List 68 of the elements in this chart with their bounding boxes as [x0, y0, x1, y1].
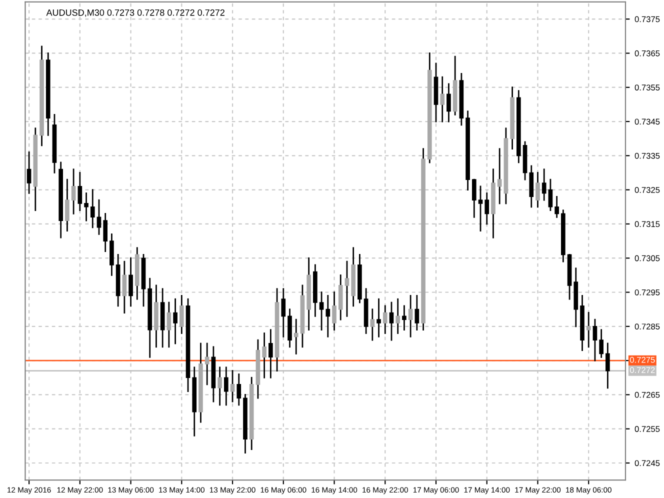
- candlestick: [179, 294, 184, 334]
- candlestick: [586, 312, 591, 348]
- candlestick: [408, 294, 413, 338]
- ref-line-label: 0.7272: [630, 367, 655, 374]
- y-tick-label: 0.7345: [634, 118, 660, 125]
- candlestick: [90, 189, 95, 228]
- y-tick-label: 0.7325: [634, 187, 660, 193]
- ref-line-label: 0.7275: [630, 356, 655, 363]
- candlestick: [262, 332, 266, 378]
- y-tick-label: 0.7365: [634, 50, 660, 56]
- y-tick-label: 0.7305: [634, 255, 660, 262]
- y-tick-label: 0.7355: [634, 84, 660, 90]
- candlestick: [78, 172, 82, 211]
- y-tick-label: 0.7265: [634, 392, 660, 398]
- candlestick: [446, 83, 451, 122]
- candlestick: [173, 298, 178, 344]
- candlestick: [344, 260, 350, 317]
- candlestick: [26, 152, 32, 194]
- candlestick: [536, 172, 540, 208]
- candlestick: [599, 329, 604, 358]
- candlestick: [288, 308, 292, 348]
- candlestick: [268, 329, 273, 378]
- candlestick: [218, 366, 222, 406]
- candlestick: [554, 196, 559, 218]
- candlestick: [236, 374, 242, 406]
- candlestick: [65, 178, 70, 232]
- candlestick: [548, 178, 553, 211]
- candlestick: [414, 294, 420, 331]
- candlestick: [376, 298, 381, 338]
- candlestick: [484, 192, 490, 225]
- candlestick: [606, 342, 610, 389]
- candlestick: [166, 302, 172, 348]
- candlestick: [338, 274, 343, 320]
- candlestick: [204, 342, 210, 386]
- candlestick: [472, 178, 476, 218]
- candlestick: [84, 192, 88, 222]
- candlestick: [402, 305, 406, 331]
- candlestick: [326, 294, 330, 338]
- candlestick: [294, 318, 298, 354]
- candlestick: [224, 366, 228, 406]
- candlestick: [319, 292, 324, 331]
- candlestick: [281, 288, 286, 338]
- y-tick-label: 0.7245: [634, 460, 660, 466]
- y-tick-label: 0.7375: [634, 16, 660, 22]
- candlestick: [128, 257, 133, 307]
- candlestick: [478, 186, 483, 232]
- candlestick: [96, 199, 102, 235]
- candlestick: [396, 298, 400, 334]
- candlestick: [389, 302, 394, 341]
- candlestick: [110, 234, 114, 276]
- y-tick-label: 0.7295: [634, 289, 660, 296]
- y-tick-label: 0.7285: [634, 324, 660, 330]
- candlestick: [592, 318, 598, 362]
- candlestick: [542, 168, 546, 201]
- candlestick: [370, 308, 375, 341]
- y-tick-label: 0.7255: [634, 426, 660, 432]
- candlestick: [497, 148, 502, 204]
- candlestick: [529, 165, 534, 208]
- y-tick-label: 0.7335: [634, 152, 660, 159]
- y-tick-label: 0.7315: [634, 221, 660, 228]
- candlestick: [71, 168, 76, 214]
- candlestick: [122, 260, 127, 314]
- candlestick: [230, 370, 235, 402]
- candlestick: [103, 213, 108, 252]
- text: AUDUSD,M30 0.7273 0.7278 0.7272 0.7272: [46, 9, 224, 17]
- candlestick: [382, 305, 388, 334]
- candlestick: [440, 76, 445, 122]
- candlestick: [332, 292, 336, 331]
